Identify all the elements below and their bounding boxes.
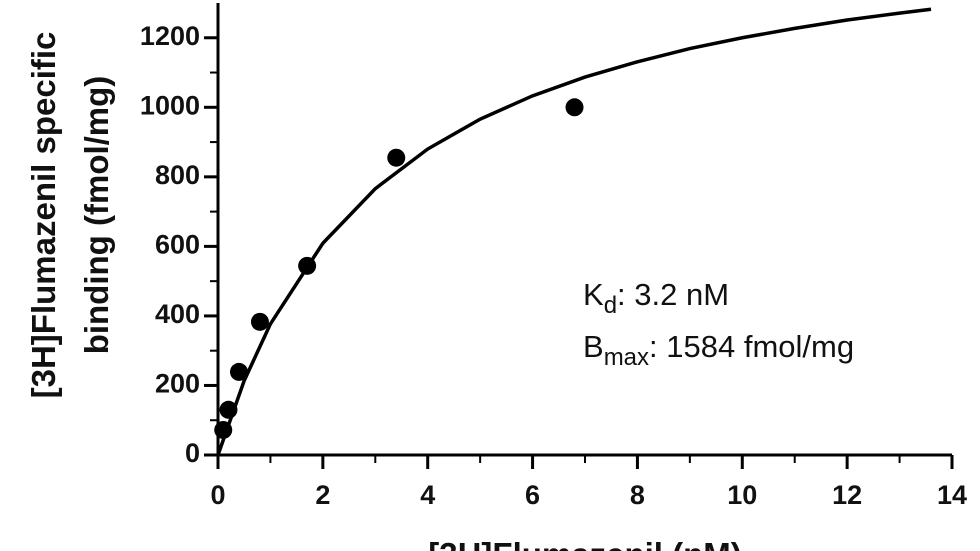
annotation-main: B bbox=[583, 329, 604, 364]
x-tick-label: 10 bbox=[727, 480, 757, 510]
annotation-sub: max bbox=[604, 344, 649, 371]
x-tick-label: 6 bbox=[525, 480, 540, 510]
x-tick-label: 8 bbox=[630, 480, 645, 510]
data-point bbox=[565, 98, 584, 117]
annotation-main: K bbox=[583, 277, 604, 312]
y-tick-label: 200 bbox=[155, 369, 200, 399]
y-tick-label: 800 bbox=[155, 160, 200, 190]
y-tick-label: 600 bbox=[155, 230, 200, 260]
x-tick-label: 12 bbox=[832, 480, 862, 510]
data-point bbox=[229, 362, 248, 381]
annotation-rest: : 3.2 nM bbox=[617, 277, 729, 312]
y-axis-label: binding (fmol/mg) bbox=[78, 76, 115, 355]
data-point bbox=[387, 148, 406, 167]
y-tick-label: 1200 bbox=[140, 21, 200, 51]
annotation: Bmax: 1584 fmol/mg bbox=[583, 329, 854, 371]
annotation: Kd: 3.2 nM bbox=[583, 277, 729, 319]
x-tick-label: 4 bbox=[420, 480, 435, 510]
x-tick-label: 0 bbox=[210, 480, 225, 510]
x-tick-label: 14 bbox=[937, 480, 967, 510]
annotation-rest: : 1584 fmol/mg bbox=[649, 329, 854, 364]
fit-curve bbox=[216, 7, 932, 456]
x-axis-label: [3H]Flumazenil (nM) bbox=[428, 536, 741, 551]
data-point bbox=[250, 312, 269, 331]
y-tick-label: 400 bbox=[155, 299, 200, 329]
annotation-sub: d bbox=[604, 292, 617, 319]
y-axis-label: [3H]Flumazenil specific bbox=[25, 32, 62, 399]
y-tick-label: 1000 bbox=[140, 90, 200, 120]
y-tick-label: 0 bbox=[185, 438, 200, 468]
x-tick-label: 2 bbox=[315, 480, 330, 510]
